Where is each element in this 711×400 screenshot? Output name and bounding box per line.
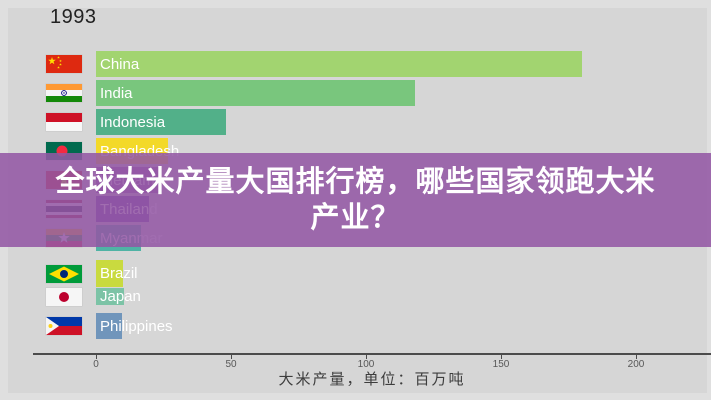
bar-indonesia: [96, 109, 226, 135]
tick-label-0: 0: [93, 359, 99, 370]
x-axis-line: [33, 353, 711, 355]
bar-india: [96, 80, 415, 106]
bar-label-indonesia: Indonesia: [100, 113, 166, 131]
brazil-flag-icon: [46, 265, 82, 283]
tick-mark-150: [501, 355, 502, 359]
tick-mark-100: [366, 355, 367, 359]
tick-mark-50: [231, 355, 232, 359]
bar-label-india: India: [100, 84, 133, 102]
tick-label-100: 100: [357, 359, 375, 370]
bar-philippines: [96, 313, 122, 339]
x-axis-title: 大米产量，单位：百万吨: [278, 371, 466, 388]
bar-label-japan: Japan: [100, 288, 141, 305]
bar-brazil: [96, 260, 123, 287]
tick-label-200: 200: [627, 359, 645, 370]
bar-china: [96, 51, 582, 77]
bar-japan: [96, 288, 125, 305]
bar-label-brazil: Brazil: [100, 265, 138, 282]
japan-flag-icon: [46, 288, 82, 306]
tick-mark-200: [636, 355, 637, 359]
tick-mark-0: [96, 355, 97, 359]
bar-label-philippines: Philippines: [100, 317, 173, 335]
title-overlay: 全球大米产量大国排行榜，哪些国家领跑大米 产业？: [0, 153, 711, 247]
philippines-flag-icon: [46, 317, 82, 335]
year-label: 1993: [50, 6, 97, 28]
overlay-title-line-1: 全球大米产量大国排行榜，哪些国家领跑大米: [55, 166, 656, 198]
india-flag-icon: [46, 84, 82, 102]
tick-label-150: 150: [492, 359, 510, 370]
bar-label-china: China: [100, 55, 140, 73]
china-flag-icon: [46, 55, 82, 73]
indonesia-flag-icon: [46, 113, 82, 131]
tick-label-50: 50: [225, 359, 237, 370]
overlay-title-line-2: 产业？: [310, 202, 401, 234]
